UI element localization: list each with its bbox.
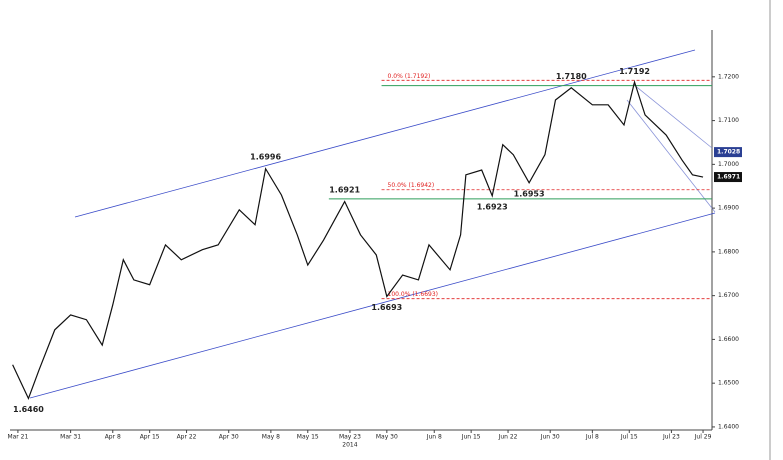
y-tick-label: 1.7100 [718,117,739,124]
x-tick-label: Jul 29 [694,434,712,441]
fib-label: 100.0% (1.6693) [388,291,438,298]
x-tick-label: May 23 [339,434,361,441]
year-label: 2014 [342,442,357,449]
x-tick-label: Jun 15 [461,434,481,441]
channel-lower [29,212,716,399]
x-tick-label: Jun 22 [498,434,518,441]
y-tick-label: 1.7000 [718,161,739,168]
x-tick-label: Mar 31 [60,434,81,441]
x-tick-label: Jul 8 [585,434,599,441]
price-annotation: 1.6460 [13,405,44,414]
x-tick-label: Jul 15 [620,434,638,441]
y-tick-label: 1.6700 [718,292,739,299]
x-tick-label: Jun 8 [426,434,442,441]
x-tick-label: May 30 [376,434,398,441]
y-tick-label: 1.7200 [718,73,739,80]
price-annotation: 1.6953 [514,189,545,198]
price-annotation: 1.6923 [477,203,508,212]
price-tag-label: 1.7028 [717,149,740,156]
y-tick-label: 1.6800 [718,248,739,255]
down-channel-upper [632,83,713,149]
channel-upper [74,49,696,218]
price-line [12,79,704,401]
fib-label: 0.0% (1.7192) [388,73,431,80]
x-tick-label: Jul 23 [662,434,680,441]
y-tick-label: 1.6400 [718,423,739,430]
x-tick-label: Apr 8 [105,434,121,441]
price-tag [714,172,742,183]
x-tick-label: Mar 21 [7,434,28,441]
price-tag-label: 1.6971 [717,174,740,181]
y-tick-label: 1.6600 [718,336,739,343]
x-tick-label: Jun 30 [540,434,560,441]
down-channel-lower [626,99,716,213]
x-tick-label: May 8 [262,434,280,441]
price-annotation: 1.6996 [250,153,281,162]
y-tick-label: 1.6500 [718,380,739,387]
y-tick-label: 1.6900 [718,205,739,212]
x-tick-label: Apr 30 [219,434,239,441]
x-tick-label: Apr 15 [140,434,160,441]
price-tag [714,147,742,158]
fib-label: 50.0% (1.6942) [388,182,435,189]
price-annotation: 1.7192 [619,67,650,76]
price-annotation: 1.6693 [371,303,402,312]
x-tick-label: May 15 [297,434,319,441]
price-annotation: 1.6921 [329,185,360,194]
price-annotation: 1.7180 [556,72,587,81]
x-tick-label: Apr 22 [177,434,197,441]
